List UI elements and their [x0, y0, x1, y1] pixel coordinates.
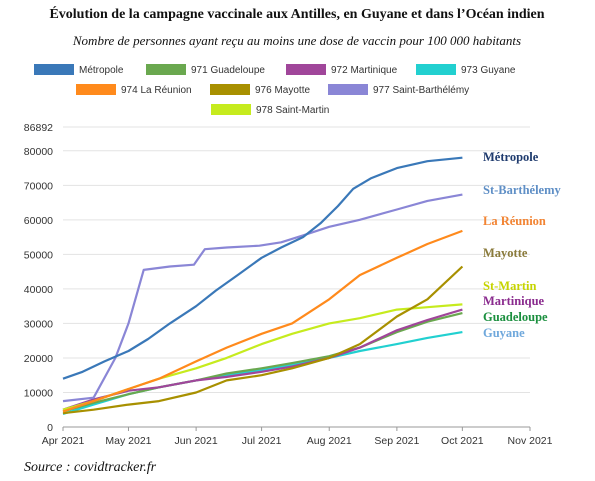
x-tick-label: Jun 2021 — [175, 435, 218, 447]
y-tick-label: 20000 — [24, 353, 53, 365]
legend-label: 974 La Réunion — [121, 85, 192, 96]
chart-title: Évolution de la campagne vaccinale aux A… — [49, 5, 544, 22]
series-lines — [62, 156, 464, 415]
series-end-label: La Réunion — [483, 214, 546, 228]
legend-swatch — [286, 64, 326, 75]
chart-subtitle: Nombre de personnes ayant reçu au moins … — [72, 33, 521, 48]
legend-label: Métropole — [79, 65, 124, 76]
legend-swatch — [146, 64, 186, 75]
x-tick-label: Sep 2021 — [374, 435, 419, 447]
legend-swatch — [211, 104, 251, 115]
y-tick-label: 60000 — [24, 215, 53, 227]
x-tick-label: Aug 2021 — [307, 435, 352, 447]
series-line — [62, 308, 463, 411]
x-tick-label: Nov 2021 — [508, 435, 553, 447]
source-note: Source : covidtracker.fr — [24, 460, 157, 475]
series-end-label: Métropole — [483, 150, 539, 164]
series-end-label: Martinique — [483, 294, 545, 308]
x-axis: Apr 2021 May 2021 Jun 2021 Jul 2021 Aug 2021… — [42, 426, 553, 447]
series-line — [62, 312, 463, 413]
y-tick-label: 80000 — [24, 146, 53, 158]
series-end-label: St-Barthélemy — [483, 183, 562, 197]
end-labels: Métropole St-Barthélemy La Réunion Mayotte S… — [483, 150, 562, 340]
series-end-label: Guyane — [483, 326, 525, 340]
legend-swatch — [210, 84, 250, 95]
x-tick-label: May 2021 — [105, 435, 151, 447]
x-tick-label: Oct 2021 — [441, 435, 484, 447]
series-end-label: St-Martin — [483, 279, 537, 293]
legend-swatch — [76, 84, 116, 95]
y-axis: 0 10000 20000 30000 40000 50000 60000 70000 8000… — [24, 122, 53, 434]
y-tick-label: 40000 — [24, 284, 53, 296]
y-tick-label: 50000 — [24, 249, 53, 261]
y-tick-label: 30000 — [24, 318, 53, 330]
series-end-label: Mayotte — [483, 246, 528, 260]
y-tick-label: 0 — [47, 422, 53, 434]
legend-label: 977 Saint-Barthélémy — [373, 85, 469, 96]
series-line — [62, 156, 463, 380]
y-max-label: 86892 — [24, 122, 53, 134]
x-tick-label: Jul 2021 — [242, 435, 282, 447]
series-line — [62, 193, 463, 403]
series-line — [62, 265, 464, 415]
legend-label: 978 Saint-Martin — [256, 105, 329, 116]
legend-swatch — [416, 64, 456, 75]
legend-swatch — [34, 64, 74, 75]
y-tick-label: 70000 — [24, 180, 53, 192]
legend-label: 972 Martinique — [331, 65, 398, 76]
legend-label: 971 Guadeloupe — [191, 65, 265, 76]
series-line — [62, 229, 463, 413]
y-tick-label: 10000 — [24, 387, 53, 399]
legend-label: 973 Guyane — [461, 65, 516, 76]
legend-swatch — [328, 84, 368, 95]
series-end-label: Guadeloupe — [483, 310, 548, 324]
x-tick-label: Apr 2021 — [42, 435, 85, 447]
legend: Métropole 971 Guadeloupe 972 Martinique 973… — [34, 64, 516, 116]
grid — [63, 126, 530, 428]
series-line — [62, 303, 463, 411]
legend-label: 976 Mayotte — [255, 85, 310, 96]
